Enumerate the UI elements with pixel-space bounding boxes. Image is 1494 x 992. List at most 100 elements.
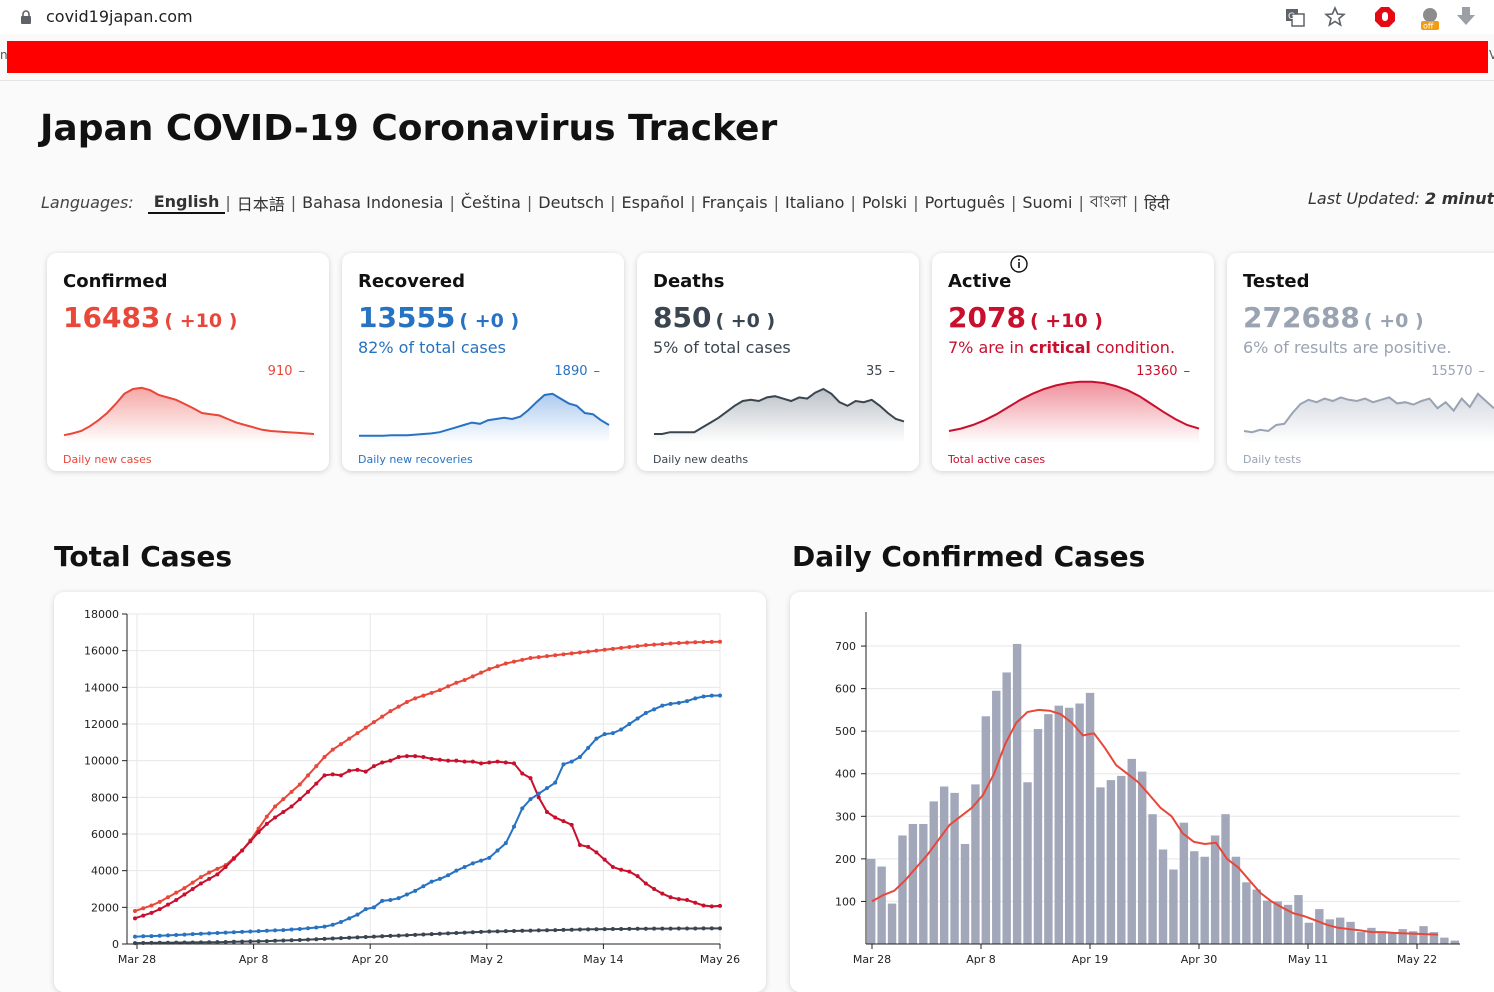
language-link[interactable]: বাংলা [1089, 192, 1127, 211]
data-point-recovered[interactable] [207, 931, 212, 936]
data-point-active[interactable] [330, 772, 335, 777]
data-point-active[interactable] [479, 761, 484, 766]
data-point-confirmed[interactable] [495, 664, 500, 669]
bar[interactable] [1242, 882, 1251, 944]
data-point-recovered[interactable] [685, 699, 690, 704]
data-point-active[interactable] [231, 856, 236, 861]
data-point-active[interactable] [701, 903, 706, 908]
data-point-recovered[interactable] [240, 929, 245, 934]
data-point-recovered[interactable] [314, 925, 319, 930]
data-point-active[interactable] [380, 760, 385, 765]
data-point-deaths[interactable] [380, 934, 385, 939]
bar[interactable] [1335, 917, 1345, 944]
data-point-deaths[interactable] [256, 939, 261, 944]
language-link[interactable]: Italiano [785, 193, 845, 212]
data-point-recovered[interactable] [330, 922, 335, 927]
data-point-active[interactable] [289, 804, 294, 809]
data-point-recovered[interactable] [627, 722, 632, 726]
data-point-active[interactable] [668, 895, 673, 900]
data-point-confirmed[interactable] [347, 736, 352, 741]
data-point-deaths[interactable] [520, 928, 525, 933]
data-point-recovered[interactable] [273, 928, 278, 933]
data-point-active[interactable] [281, 810, 286, 814]
bar[interactable] [1315, 909, 1324, 944]
data-point-deaths[interactable] [165, 940, 170, 945]
data-point-confirmed[interactable] [676, 640, 681, 645]
data-point-recovered[interactable] [479, 858, 484, 863]
bar[interactable] [929, 801, 938, 944]
total-cases-chart[interactable]: 0 2000 4000 6000 8000 10000 12000 14000 16000 180… [54, 592, 766, 974]
data-point-deaths[interactable] [454, 931, 459, 935]
data-point-deaths[interactable] [141, 940, 146, 945]
data-point-active[interactable] [693, 900, 698, 905]
data-point-confirmed[interactable] [355, 731, 360, 736]
bar[interactable] [867, 858, 876, 944]
data-point-recovered[interactable] [503, 841, 508, 846]
adblock-icon[interactable] [1374, 6, 1396, 28]
bar[interactable] [1179, 822, 1189, 944]
data-point-deaths[interactable] [231, 939, 236, 944]
data-point-active[interactable] [569, 822, 574, 827]
address-bar[interactable]: covid19japan.com G off [0, 0, 1494, 34]
data-point-deaths[interactable] [363, 935, 368, 940]
data-point-recovered[interactable] [174, 933, 179, 938]
data-point-confirmed[interactable] [215, 866, 220, 871]
data-point-deaths[interactable] [149, 940, 154, 945]
data-point-confirmed[interactable] [207, 870, 212, 875]
data-point-recovered[interactable] [470, 861, 475, 866]
data-point-active[interactable] [462, 759, 467, 764]
data-point-deaths[interactable] [421, 932, 426, 937]
data-point-active[interactable] [404, 754, 409, 759]
language-link[interactable]: Português [924, 193, 1005, 212]
bar[interactable] [981, 716, 991, 944]
data-point-confirmed[interactable] [635, 644, 640, 649]
data-point-deaths[interactable] [693, 926, 698, 931]
data-point-active[interactable] [421, 755, 426, 759]
data-point-active[interactable] [149, 910, 154, 915]
bar[interactable] [939, 786, 949, 944]
data-point-recovered[interactable] [165, 933, 170, 938]
data-point-confirmed[interactable] [165, 895, 170, 900]
data-point-active[interactable] [586, 844, 591, 849]
data-point-confirmed[interactable] [380, 714, 385, 719]
data-point-deaths[interactable] [248, 939, 253, 944]
data-point-active[interactable] [487, 760, 492, 765]
data-point-confirmed[interactable] [141, 906, 146, 911]
data-point-active[interactable] [660, 891, 665, 896]
data-point-confirmed[interactable] [602, 647, 607, 652]
data-point-active[interactable] [594, 850, 599, 855]
data-point-recovered[interactable] [322, 924, 327, 929]
bar[interactable] [1440, 937, 1449, 944]
bar[interactable] [1065, 707, 1074, 944]
bar[interactable] [1304, 922, 1314, 944]
bar[interactable] [1221, 814, 1230, 944]
data-point-active[interactable] [413, 754, 418, 759]
data-point-deaths[interactable] [652, 926, 657, 931]
data-point-active[interactable] [512, 761, 517, 766]
data-point-confirmed[interactable] [273, 804, 278, 809]
data-point-active[interactable] [619, 867, 624, 872]
bar[interactable] [1054, 705, 1063, 944]
data-point-confirmed[interactable] [133, 909, 137, 913]
bar[interactable] [1377, 931, 1387, 944]
data-point-deaths[interactable] [660, 926, 665, 931]
bar[interactable] [1388, 932, 1397, 944]
bar[interactable] [1450, 940, 1459, 944]
bar[interactable] [1190, 851, 1199, 944]
data-point-active[interactable] [528, 776, 533, 781]
data-point-deaths[interactable] [413, 932, 418, 937]
data-point-recovered[interactable] [652, 707, 657, 712]
data-point-recovered[interactable] [660, 703, 665, 708]
data-point-active[interactable] [190, 887, 195, 891]
data-point-confirmed[interactable] [330, 747, 335, 752]
data-point-active[interactable] [429, 756, 434, 761]
download-arrow-icon[interactable] [1456, 6, 1476, 28]
data-point-deaths[interactable] [718, 926, 722, 931]
data-point-deaths[interactable] [685, 926, 690, 931]
data-point-recovered[interactable] [619, 727, 624, 732]
data-point-deaths[interactable] [322, 936, 327, 941]
data-point-confirmed[interactable] [388, 709, 393, 714]
data-point-deaths[interactable] [264, 939, 269, 944]
data-point-confirmed[interactable] [569, 651, 574, 656]
data-point-active[interactable] [248, 839, 253, 844]
